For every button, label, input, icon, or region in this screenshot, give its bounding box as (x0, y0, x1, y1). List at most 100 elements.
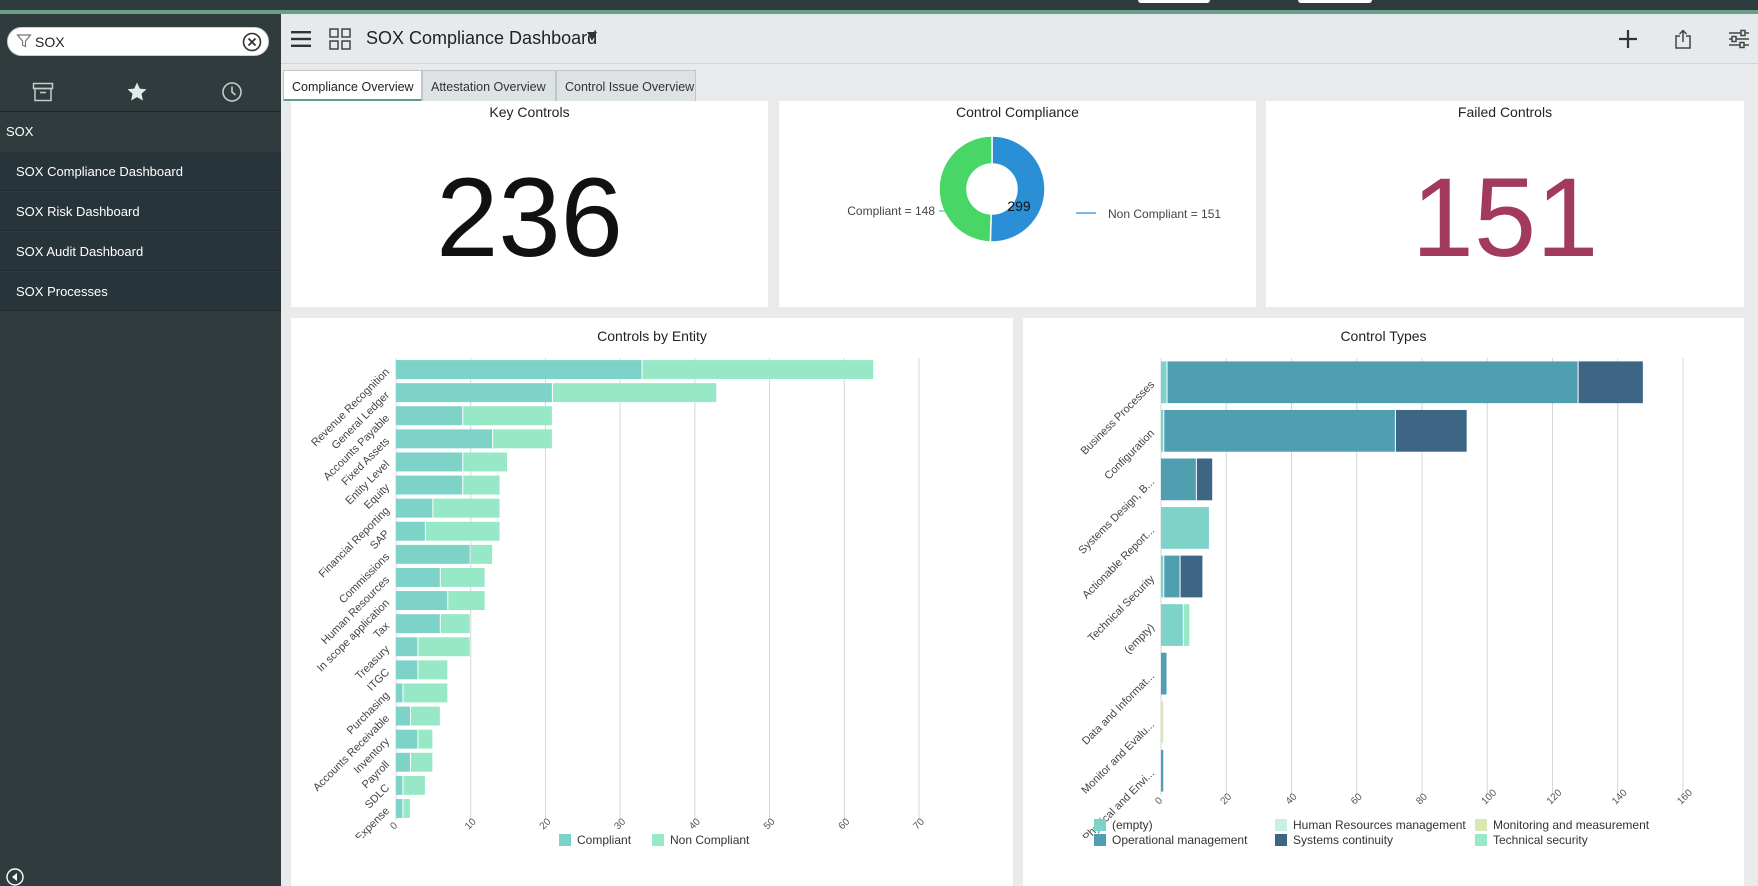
bar-segment[interactable] (396, 614, 440, 634)
bar-segment[interactable] (1395, 409, 1467, 452)
bar-segment[interactable] (396, 429, 493, 449)
history-clock-icon[interactable] (214, 74, 250, 110)
bar-segment[interactable] (396, 683, 403, 703)
bar-segment[interactable] (440, 614, 470, 634)
bar-segment[interactable] (396, 498, 433, 518)
legend-item-technical-security[interactable]: Technical security (1475, 833, 1588, 847)
bar-segment[interactable] (396, 406, 463, 426)
bar-segment[interactable] (1164, 555, 1180, 598)
bar-segment[interactable] (1183, 604, 1190, 646)
bar-segment[interactable] (396, 752, 410, 772)
bar-segment[interactable] (552, 383, 717, 403)
dashboard-select-chevron-down-icon[interactable] (587, 32, 597, 41)
bar-segment[interactable] (418, 637, 470, 657)
menu-icon[interactable] (286, 24, 316, 54)
bar-segment[interactable] (396, 452, 463, 472)
bar-segment[interactable] (396, 383, 552, 403)
bar-segment[interactable] (396, 798, 403, 818)
bar-segment[interactable] (1161, 409, 1164, 452)
tab-control-issue-overview[interactable]: Control Issue Overview (556, 70, 696, 102)
navigator-filter[interactable] (7, 27, 269, 56)
bar-segment[interactable] (396, 660, 418, 680)
bar-segment[interactable] (396, 591, 448, 611)
bar-segment[interactable] (396, 521, 425, 541)
bar-segment[interactable] (410, 706, 440, 726)
bar-segment[interactable] (463, 452, 508, 472)
bar-segment[interactable] (396, 567, 440, 587)
sidebar-item-processes[interactable]: SOX Processes (0, 272, 281, 311)
bar-segment[interactable] (493, 429, 552, 449)
controls-by-entity-widget[interactable]: Controls by Entity 0 10 20 30 40 50 60 70 Revenu… (291, 318, 1013, 886)
bar-segment[interactable] (642, 360, 874, 380)
bar-segment[interactable] (1161, 652, 1167, 695)
bar-segment[interactable] (396, 637, 418, 657)
bar-segment[interactable] (418, 660, 448, 680)
clear-filter-icon[interactable] (242, 32, 262, 52)
control-compliance-widget[interactable]: Control Compliance Compliant = 148 Non C… (779, 101, 1256, 307)
add-icon[interactable] (1613, 24, 1643, 54)
bar-segment[interactable] (1161, 701, 1164, 744)
legend-item-non-compliant[interactable]: Non Compliant (652, 833, 749, 847)
sidebar-item-risk-dashboard[interactable]: SOX Risk Dashboard (0, 192, 281, 231)
donut-slice-non-compliant[interactable] (989, 135, 1046, 243)
bar-segment[interactable] (425, 521, 500, 541)
collapse-sidebar-icon[interactable] (5, 867, 25, 886)
filter-input[interactable] (35, 32, 235, 52)
bar-segment[interactable] (1161, 458, 1196, 501)
bar-segment[interactable] (1578, 361, 1643, 404)
share-export-icon[interactable] (1668, 24, 1698, 54)
bar-segment[interactable] (440, 567, 485, 587)
bar-segment[interactable] (1161, 749, 1164, 792)
bar-segment[interactable] (1196, 458, 1213, 501)
bar-segment[interactable] (396, 729, 418, 749)
bar-segment[interactable] (403, 683, 448, 703)
sidebar-item-compliance-dashboard[interactable]: SOX Compliance Dashboard (0, 152, 281, 191)
bar-segment[interactable] (1167, 361, 1578, 404)
legend-item-compliant[interactable]: Compliant (559, 833, 631, 847)
all-apps-icon[interactable] (25, 74, 61, 110)
bar-segment[interactable] (418, 729, 433, 749)
bar-segment[interactable] (410, 752, 433, 772)
bar-segment[interactable] (403, 798, 410, 818)
key-controls-widget[interactable]: Key Controls 236 (291, 101, 768, 307)
bar-segment[interactable] (1164, 409, 1395, 452)
bar-segment[interactable] (396, 360, 642, 380)
bar-segment[interactable] (396, 544, 470, 564)
bar-segment[interactable] (433, 498, 500, 518)
legend-label: Compliant (577, 833, 632, 847)
sidebar-section-sox[interactable]: SOX (6, 124, 34, 139)
bar-segment[interactable] (470, 544, 493, 564)
bar-segment[interactable] (1180, 555, 1203, 598)
bar-segment[interactable] (396, 475, 463, 495)
top-bar-control[interactable] (1298, 0, 1372, 3)
key-controls-value: 236 (436, 155, 623, 280)
legend-item-hr-management[interactable]: Human Resources management (1275, 818, 1466, 832)
bar-segment[interactable] (1161, 361, 1167, 404)
settings-sliders-icon[interactable] (1724, 24, 1754, 54)
tab-attestation-overview[interactable]: Attestation Overview (422, 70, 556, 102)
legend-label: Non Compliant (670, 833, 750, 847)
bar-segment[interactable] (1161, 555, 1164, 598)
legend-item-monitoring[interactable]: Monitoring and measurement (1475, 818, 1649, 832)
bar-segment[interactable] (448, 591, 485, 611)
bar-segment[interactable] (1161, 604, 1183, 646)
failed-controls-widget[interactable]: Failed Controls 151 (1266, 101, 1744, 307)
legend-item-systems-continuity[interactable]: Systems continuity (1275, 833, 1393, 847)
bar-segment[interactable] (463, 475, 500, 495)
top-bar-control[interactable] (1138, 0, 1210, 3)
bar-segment[interactable] (396, 775, 403, 795)
donut-slice-compliant[interactable] (938, 135, 993, 243)
bar-segment[interactable] (396, 706, 410, 726)
dashboards-grid-icon[interactable] (325, 24, 355, 54)
legend-item-operational[interactable]: Operational management (1094, 833, 1247, 847)
controls-by-entity-title: Controls by Entity (597, 328, 707, 344)
sidebar-item-audit-dashboard[interactable]: SOX Audit Dashboard (0, 232, 281, 271)
favorites-star-icon[interactable] (119, 74, 155, 110)
tab-compliance-overview[interactable]: Compliance Overview (283, 70, 422, 102)
bar-segment[interactable] (463, 406, 552, 426)
control-types-widget[interactable]: Control Types 0 20 40 60 80 100 120 140 160 Busin… (1023, 318, 1744, 886)
bar-segment[interactable] (1161, 507, 1209, 549)
bar-segment[interactable] (403, 775, 425, 795)
legend-item-empty[interactable]: (empty) (1094, 818, 1153, 832)
